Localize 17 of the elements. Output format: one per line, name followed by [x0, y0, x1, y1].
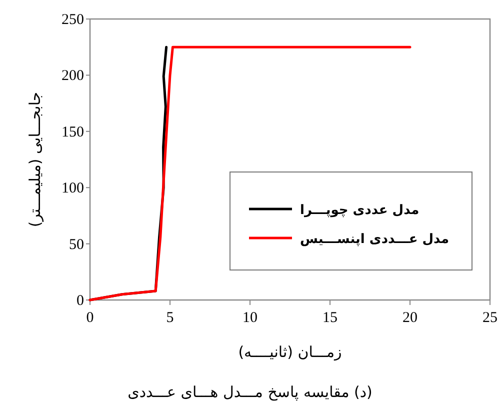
- legend-label: مدل عددی چوپـــرا: [300, 203, 420, 218]
- x-tick-label: 25: [482, 310, 498, 326]
- x-tick-label: 20: [402, 310, 418, 326]
- x-tick-label: 5: [166, 310, 174, 326]
- legend-label: مدل عـــددی اپنســـیس: [300, 232, 450, 247]
- x-axis-title: زمـــان (ثانیــــه): [238, 343, 342, 361]
- x-tick-label: 10: [242, 310, 258, 326]
- y-tick-label: 150: [62, 124, 84, 140]
- y-axis-title: جابجـــایی (میلیمـــتر): [26, 92, 44, 228]
- y-tick-label: 100: [62, 180, 84, 197]
- y-tick-label: 200: [62, 68, 84, 84]
- x-tick-label: 15: [322, 310, 338, 326]
- y-tick-label: 0: [76, 293, 84, 309]
- y-tick-label: 50: [69, 236, 84, 253]
- x-tick-label: 0: [86, 310, 94, 326]
- y-tick-label: 250: [62, 12, 84, 28]
- text: (د) مقایسه پاسخ مـــدل هـــای عـــددی: [128, 383, 372, 401]
